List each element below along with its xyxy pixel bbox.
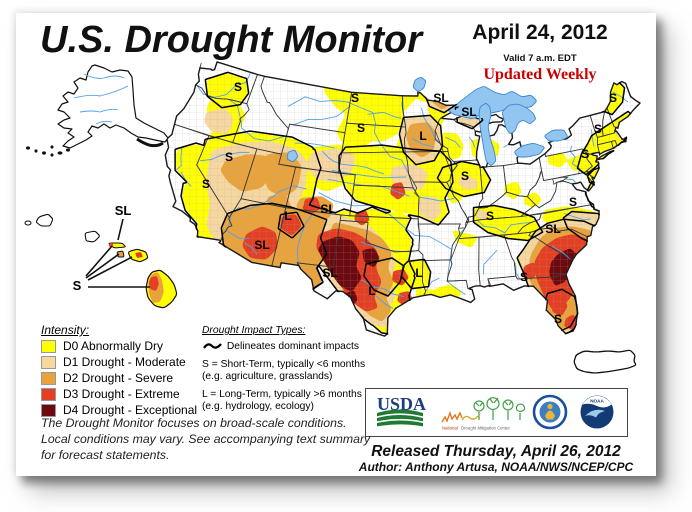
svg-text:S: S bbox=[609, 91, 617, 105]
svg-text:SL: SL bbox=[545, 222, 560, 236]
svg-text:NOAA: NOAA bbox=[590, 399, 604, 404]
svg-text:S: S bbox=[357, 121, 365, 135]
svg-text:SL: SL bbox=[320, 202, 335, 216]
svg-text:S: S bbox=[486, 209, 494, 223]
svg-text:S: S bbox=[594, 122, 602, 136]
svg-text:S: S bbox=[202, 177, 210, 191]
svg-text:SL: SL bbox=[254, 238, 269, 252]
svg-text:S: S bbox=[569, 195, 577, 209]
svg-text:L: L bbox=[419, 129, 426, 143]
svg-text:S: S bbox=[520, 270, 528, 284]
svg-text:S: S bbox=[225, 150, 233, 164]
svg-text:SL: SL bbox=[433, 91, 448, 105]
svg-text:L: L bbox=[284, 209, 291, 223]
svg-text:L: L bbox=[415, 266, 422, 280]
svg-text:S: S bbox=[581, 147, 589, 161]
svg-text:National: National bbox=[442, 426, 458, 431]
svg-text:S: S bbox=[461, 169, 469, 183]
svg-text:S: S bbox=[351, 91, 359, 105]
svg-text:Drought Mitigation Center: Drought Mitigation Center bbox=[461, 426, 511, 431]
svg-text:L: L bbox=[368, 284, 375, 298]
svg-text:SL: SL bbox=[461, 105, 476, 119]
svg-text:S: S bbox=[554, 312, 562, 326]
svg-text:S: S bbox=[73, 278, 82, 293]
svg-text:SL: SL bbox=[115, 203, 132, 218]
svg-text:SL: SL bbox=[322, 266, 337, 280]
svg-text:USDA: USDA bbox=[377, 394, 426, 414]
svg-text:S: S bbox=[234, 80, 242, 94]
